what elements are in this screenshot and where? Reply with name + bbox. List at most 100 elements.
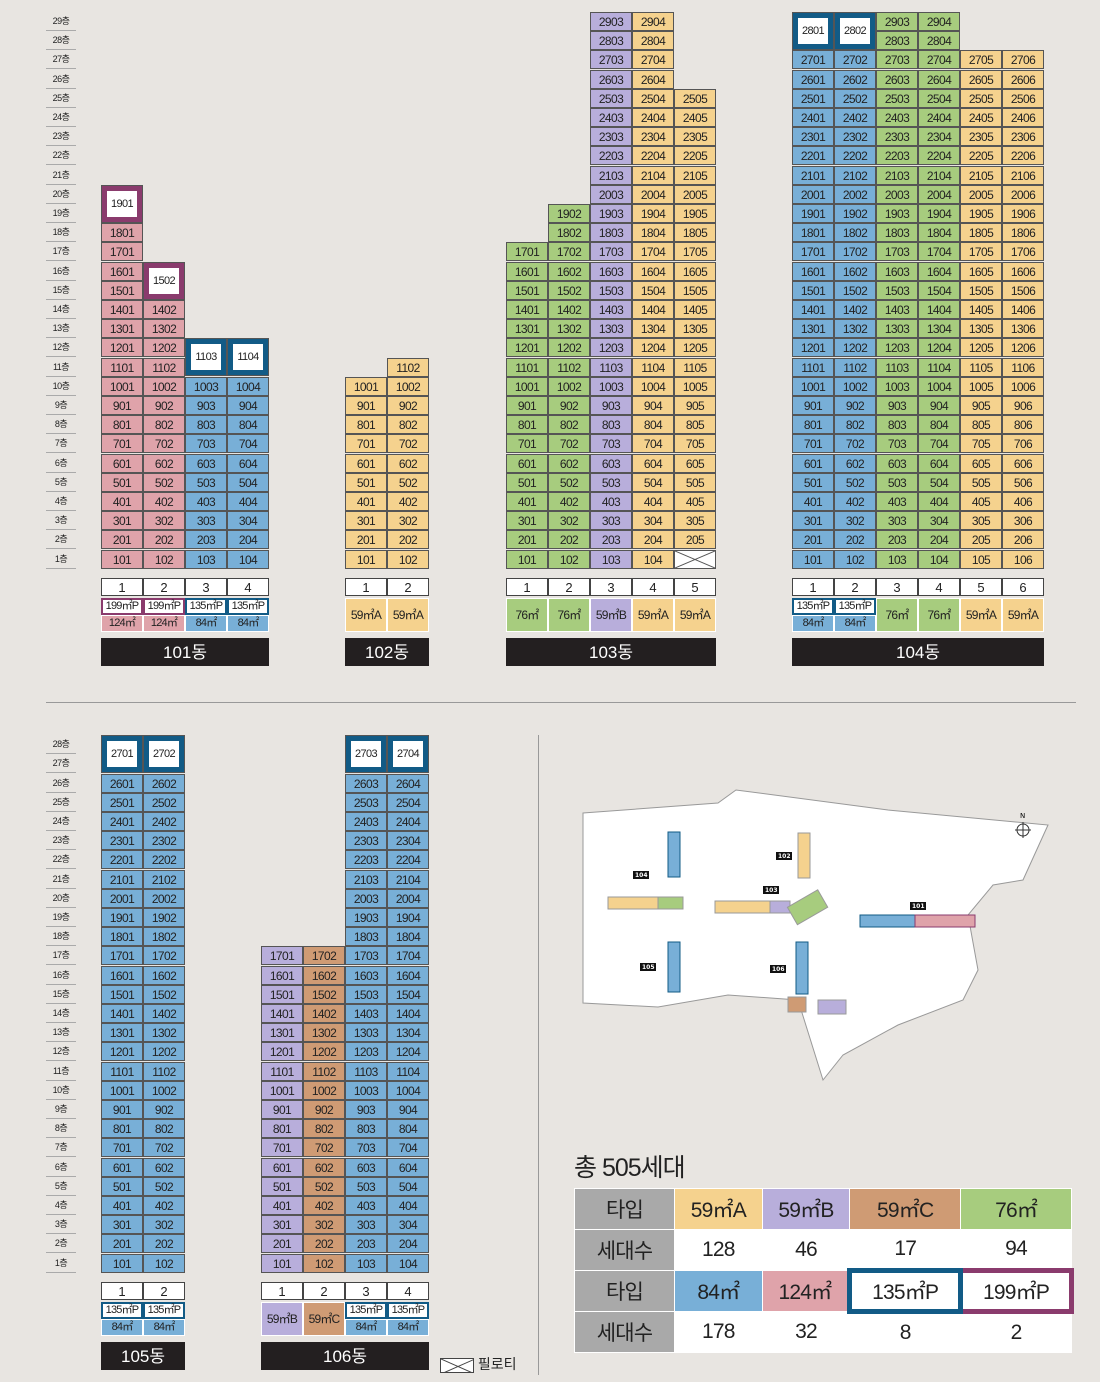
unit-cell: 304 bbox=[227, 511, 269, 531]
unit-cell: 1806 bbox=[1002, 223, 1044, 243]
svg-text:101: 101 bbox=[912, 903, 925, 910]
unit-cell: 504 bbox=[227, 472, 269, 492]
unit-cell: 401 bbox=[345, 491, 387, 511]
floor-label: 18층 bbox=[46, 927, 76, 947]
unit-type-label: 84㎡ bbox=[834, 615, 876, 632]
unit-cell: 901 bbox=[792, 395, 834, 415]
unit-cell: 801 bbox=[101, 415, 143, 435]
unit-cell: 1204 bbox=[632, 338, 674, 358]
unit-cell: 602 bbox=[834, 453, 876, 473]
unit-cell: 2104 bbox=[387, 869, 429, 889]
svg-text:106: 106 bbox=[772, 966, 785, 973]
unit-cell: 602 bbox=[143, 453, 185, 473]
unit-cell: 902 bbox=[303, 1099, 345, 1119]
unit-cell: 302 bbox=[143, 511, 185, 531]
floor-label: 26층 bbox=[46, 70, 76, 89]
unit-cell: 2503 bbox=[876, 88, 918, 108]
floor-label: 11층 bbox=[46, 358, 76, 377]
unit-cell: 1401 bbox=[101, 1003, 143, 1023]
unit-cell: 1006 bbox=[1002, 376, 1044, 396]
unit-cell: 2504 bbox=[918, 88, 960, 108]
unit-cell: 103 bbox=[590, 549, 632, 569]
floor-label: 19층 bbox=[46, 908, 76, 927]
unit-cell: 302 bbox=[834, 511, 876, 531]
unit-type-label: 135㎡P bbox=[185, 598, 227, 615]
unit-cell: 701 bbox=[506, 434, 548, 454]
unit-cell: 402 bbox=[143, 1195, 185, 1215]
floor-label: 4층 bbox=[46, 492, 76, 511]
unit-cell: 301 bbox=[101, 1215, 143, 1235]
unit-cell: 2404 bbox=[918, 107, 960, 127]
unit-cell: 102 bbox=[834, 549, 876, 569]
unit-cell: 104 bbox=[387, 1253, 429, 1273]
svg-text:102: 102 bbox=[778, 853, 791, 860]
unit-cell: 2301 bbox=[101, 831, 143, 851]
unit-cell: 2104 bbox=[632, 165, 674, 185]
penthouse-cell: 1104 bbox=[227, 338, 269, 377]
unit-cell: 2701 bbox=[792, 50, 834, 70]
unit-type-label: 59㎡A bbox=[387, 598, 429, 632]
penthouse-cell: 2702 bbox=[143, 735, 185, 774]
unit-cell: 403 bbox=[876, 491, 918, 511]
unit-cell: 1501 bbox=[792, 280, 834, 300]
unit-cell: 1403 bbox=[876, 299, 918, 319]
floor-label: 13층 bbox=[46, 319, 76, 339]
unit-cell: 1002 bbox=[143, 1080, 185, 1100]
unit-cell: 1104 bbox=[387, 1061, 429, 1081]
summary-count-cell: 8 bbox=[849, 1311, 962, 1353]
summary-count-cell: 2 bbox=[960, 1311, 1072, 1353]
floor-label: 8층 bbox=[46, 1119, 76, 1139]
unit-cell: 1805 bbox=[674, 223, 716, 243]
unit-cell: 1202 bbox=[548, 338, 590, 358]
unit-cell: 2003 bbox=[590, 184, 632, 204]
unit-cell: 2203 bbox=[345, 850, 387, 870]
unit-cell: 2903 bbox=[590, 11, 632, 31]
floor-label: 22층 bbox=[46, 146, 76, 166]
unit-cell: 1402 bbox=[834, 299, 876, 319]
unit-cell: 1801 bbox=[101, 927, 143, 947]
summary-type-cell: 135㎡P bbox=[847, 1268, 964, 1314]
unit-cell: 1601 bbox=[506, 261, 548, 281]
unit-type-label: 135㎡P bbox=[101, 1302, 143, 1319]
floor-label: 24층 bbox=[46, 108, 76, 127]
unit-cell: 1502 bbox=[548, 280, 590, 300]
unit-cell: 501 bbox=[345, 472, 387, 492]
unit-cell: 2002 bbox=[834, 184, 876, 204]
line-label: 2 bbox=[303, 1282, 345, 1300]
unit-cell: 901 bbox=[261, 1099, 303, 1119]
unit-type-label: 135㎡P bbox=[227, 598, 269, 615]
unit-cell: 801 bbox=[345, 415, 387, 435]
unit-cell: 702 bbox=[143, 434, 185, 454]
unit-cell: 2205 bbox=[960, 146, 1002, 166]
unit-cell: 101 bbox=[261, 1253, 303, 1273]
unit-cell: 103 bbox=[876, 549, 918, 569]
unit-cell: 2303 bbox=[345, 831, 387, 851]
unit-cell: 1001 bbox=[506, 376, 548, 396]
building-name: 106동 bbox=[261, 1342, 429, 1370]
unit-cell: 2804 bbox=[632, 31, 674, 51]
unit-cell: 2601 bbox=[101, 773, 143, 793]
unit-cell: 903 bbox=[590, 395, 632, 415]
unit-cell: 206 bbox=[1002, 530, 1044, 550]
floor-label: 27층 bbox=[46, 754, 76, 774]
floor-label: 20층 bbox=[46, 889, 76, 908]
unit-cell: 2306 bbox=[1002, 127, 1044, 147]
unit-cell: 304 bbox=[918, 511, 960, 531]
unit-cell: 201 bbox=[506, 530, 548, 550]
building-name: 101동 bbox=[101, 638, 269, 666]
floor-label: 12층 bbox=[46, 1042, 76, 1062]
unit-cell: 2606 bbox=[1002, 69, 1044, 89]
unit-cell: 801 bbox=[506, 415, 548, 435]
unit-cell: 504 bbox=[632, 472, 674, 492]
unit-cell: 1702 bbox=[834, 242, 876, 262]
unit-cell: 2204 bbox=[918, 146, 960, 166]
unit-cell: 1904 bbox=[918, 203, 960, 223]
unit-cell: 303 bbox=[345, 1215, 387, 1235]
unit-cell: 505 bbox=[960, 472, 1002, 492]
floor-label: 16층 bbox=[46, 966, 76, 985]
unit-cell: 604 bbox=[632, 453, 674, 473]
line-label: 2 bbox=[834, 578, 876, 596]
unit-cell: 1102 bbox=[387, 357, 429, 377]
unit-cell: 1101 bbox=[792, 357, 834, 377]
